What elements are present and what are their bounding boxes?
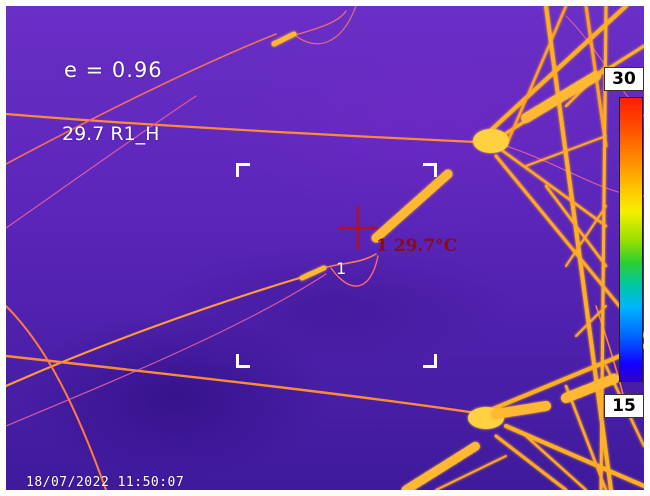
transmission-tower — [435, 6, 644, 490]
insulator — [371, 169, 453, 243]
thermal-scene — [6, 6, 644, 490]
power-line — [6, 273, 327, 427]
thermal-image-frame: e = 0.96 29.7 R1_H 1 1 29.7°C 18/07/2022… — [6, 6, 644, 490]
spot-crosshair — [338, 206, 378, 250]
power-line — [6, 112, 478, 144]
spot-number-label: 1 — [336, 259, 347, 278]
region-temperature-readout: 29.7 R1_H — [62, 123, 160, 145]
power-line — [6, 95, 197, 229]
spot-temperature-readout: 1 29.7°C — [376, 236, 458, 256]
roi-corner-top-right — [423, 163, 437, 177]
insulator — [521, 71, 601, 123]
emissivity-readout: e = 0.96 — [64, 58, 163, 82]
power-line — [6, 33, 277, 165]
insulator — [561, 373, 621, 403]
temperature-color-scale — [619, 97, 643, 382]
scale-min-label: 15 — [604, 394, 644, 418]
capture-timestamp: 18/07/2022 11:50:07 — [26, 475, 185, 490]
insulator — [299, 265, 327, 281]
insulator — [491, 401, 551, 419]
insulator-strings — [271, 31, 621, 490]
roi-corner-bottom-right — [423, 354, 437, 368]
insulator — [401, 441, 481, 490]
scale-max-label: 30 — [604, 67, 644, 91]
power-line — [595, 305, 627, 407]
roi-corner-top-left — [236, 163, 250, 177]
power-line — [330, 255, 379, 287]
power-line — [295, 6, 357, 45]
roi-corner-bottom-left — [236, 354, 250, 368]
power-line — [6, 305, 107, 490]
insulator — [271, 31, 297, 47]
power-line — [6, 274, 308, 388]
power-line — [6, 354, 498, 418]
